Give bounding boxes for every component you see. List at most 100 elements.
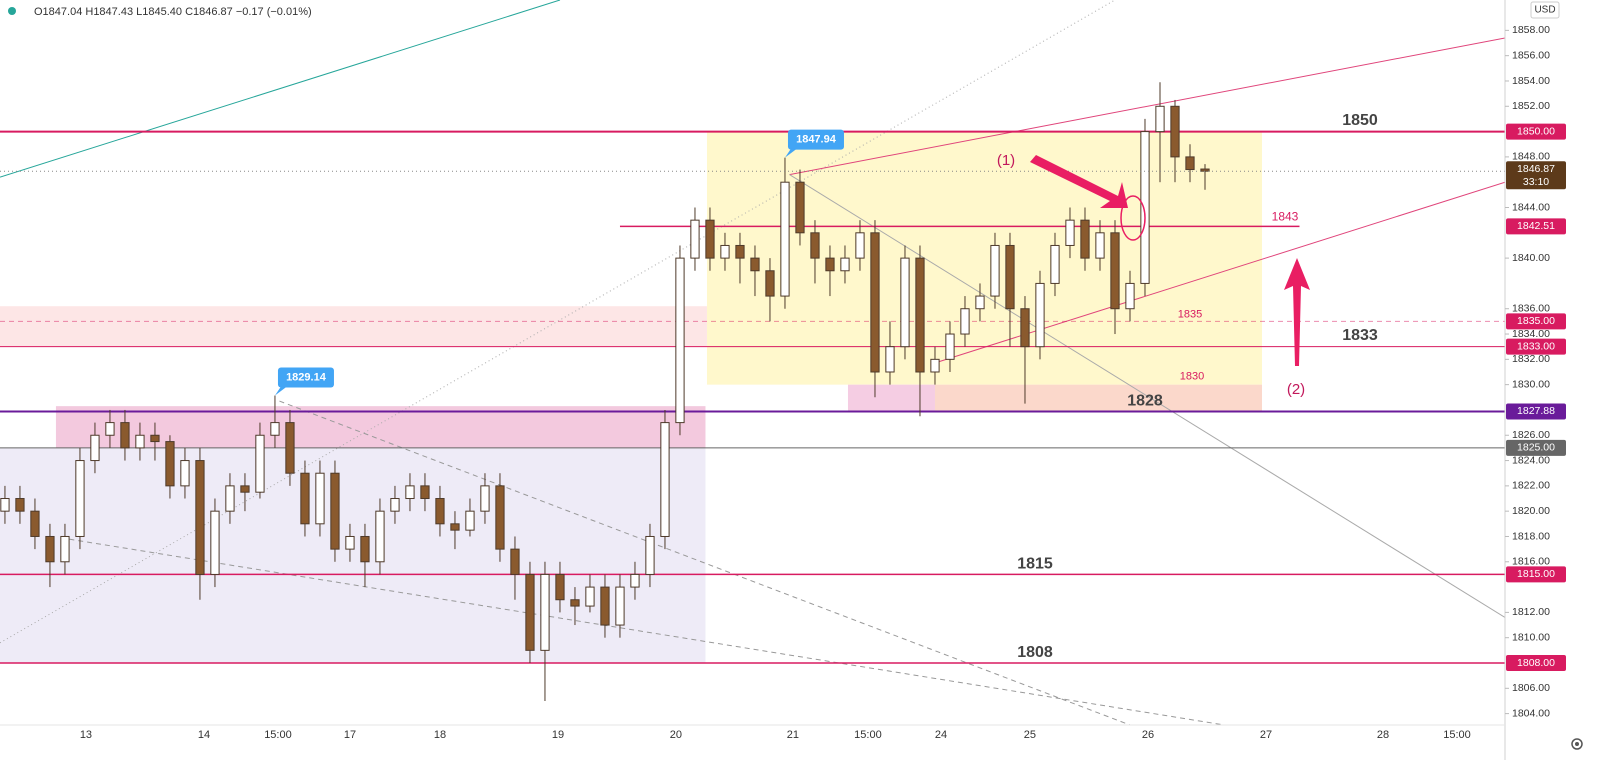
candle-body — [1155, 105, 1165, 133]
price-box-label: 1827.88 — [1517, 405, 1555, 417]
candle-body — [675, 257, 685, 424]
candle-body — [1095, 232, 1105, 259]
y-tick-label: 1852.00 — [1512, 100, 1550, 112]
candle-body — [765, 270, 775, 297]
ohlc-header: O1847.04 H1847.43 L1845.40 C1846.87 −0.1… — [34, 6, 312, 18]
candle-body — [690, 219, 700, 259]
x-tick-label: 18 — [434, 729, 446, 741]
candle-body — [1050, 244, 1060, 284]
candle-body — [600, 586, 610, 626]
candle-body — [405, 485, 415, 500]
level-label: 1828 — [1127, 393, 1163, 410]
candle-body — [465, 510, 475, 531]
plot-clip: 1830 1850 1843 1835 1833 1828 1815 1808 — [0, 0, 1505, 725]
candle-body — [615, 586, 625, 626]
candle-body — [990, 244, 1000, 297]
candle-body — [870, 232, 880, 373]
candle-body — [375, 510, 385, 563]
candle-body — [180, 460, 190, 487]
price-tag — [277, 367, 334, 388]
x-tick-label: 14 — [198, 729, 210, 741]
x-tick-label: 15:00 — [854, 729, 882, 741]
arrow-2 — [1284, 258, 1310, 366]
y-tick-label: 1806.00 — [1512, 682, 1550, 694]
candle-body — [915, 257, 925, 373]
x-tick-label: 28 — [1377, 729, 1389, 741]
countdown: 33:10 — [1523, 176, 1549, 188]
zone — [55, 406, 706, 448]
candle-body — [585, 586, 595, 607]
candle-body — [645, 535, 655, 575]
arrow-1 — [1030, 155, 1128, 208]
price-tag-label: 1829.14 — [286, 371, 327, 383]
level-label: 1808 — [1017, 644, 1053, 661]
x-tick-label: 13 — [80, 729, 92, 741]
price-box-label: 1842.51 — [1517, 220, 1555, 232]
candle-body — [555, 573, 565, 601]
candle-body — [420, 485, 430, 500]
status-dot — [8, 7, 16, 15]
candle-body — [450, 523, 460, 531]
trendline — [279, 400, 1131, 725]
candle-body — [570, 599, 580, 607]
candle-body — [45, 535, 55, 563]
y-tick-label: 1848.00 — [1512, 151, 1550, 163]
price-box-label: 1815.00 — [1517, 568, 1555, 580]
last-price-box — [1506, 161, 1566, 190]
candle-body — [780, 181, 790, 297]
trendline — [60, 537, 1225, 725]
price-box — [1506, 439, 1566, 456]
candle-body — [705, 219, 715, 259]
level-label: 1833 — [1342, 327, 1378, 344]
candle-body — [0, 498, 10, 512]
trendline — [0, 0, 561, 178]
candle-body — [1080, 219, 1090, 259]
candle-body — [120, 422, 130, 449]
candle-body — [510, 548, 520, 575]
price-box-label: 1850.00 — [1517, 125, 1555, 137]
y-tick-label: 1824.00 — [1512, 454, 1550, 466]
zone — [934, 384, 1262, 412]
currency-button[interactable] — [1530, 1, 1560, 19]
annotation-2: (2) — [1287, 381, 1305, 398]
candle-body — [885, 346, 895, 373]
price-tag-pointer — [274, 386, 287, 396]
candle-body — [1185, 156, 1195, 171]
currency[interactable]: USD — [1534, 5, 1555, 16]
price-tag — [787, 129, 844, 150]
y-tick-label: 1804.00 — [1512, 707, 1550, 719]
candle-body — [840, 257, 850, 272]
candle-body — [540, 573, 550, 651]
candle-body — [75, 460, 85, 537]
candle-body — [255, 434, 265, 493]
price-tag-pointer — [784, 148, 797, 158]
x-tick-label: 20 — [670, 729, 682, 741]
price-box-label: 1825.00 — [1517, 442, 1555, 454]
candle-body — [150, 434, 160, 443]
candle-body — [300, 472, 310, 525]
candle-body — [900, 257, 910, 348]
candle-body — [210, 510, 220, 575]
zone-label: 1830 — [1180, 371, 1204, 383]
y-tick-label: 1854.00 — [1512, 75, 1550, 87]
candle-body — [735, 244, 745, 259]
candle-body — [825, 257, 835, 272]
x-tick-label: 24 — [935, 729, 947, 741]
trendline — [789, 37, 1505, 176]
candle-body — [435, 498, 445, 525]
candle-body — [720, 244, 730, 259]
price-box-label: 1808.00 — [1517, 657, 1555, 669]
candle-body — [285, 422, 295, 474]
settings-icon[interactable] — [1571, 738, 1583, 750]
candle-body — [270, 422, 280, 436]
x-tick-label: 26 — [1142, 729, 1154, 741]
settings-gear[interactable] — [1571, 738, 1583, 750]
candle-body — [810, 232, 820, 259]
x-tick-label: 27 — [1260, 729, 1272, 741]
candle-body — [105, 422, 115, 436]
candle-body — [60, 535, 70, 563]
candle-body — [750, 257, 760, 272]
candle-body — [225, 485, 235, 512]
settings-hub[interactable] — [1575, 742, 1579, 746]
